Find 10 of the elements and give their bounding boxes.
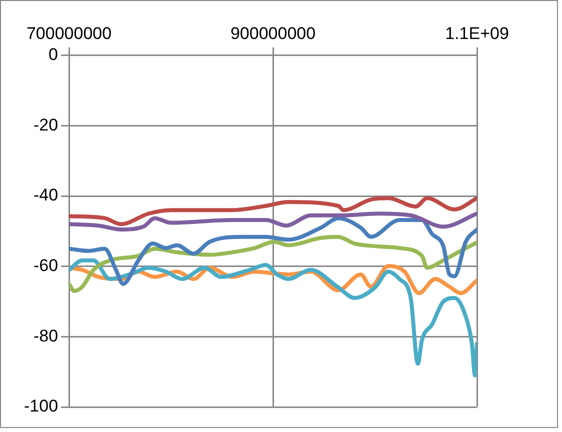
line-series [69,212,477,232]
y-tick-label: -80 [33,326,58,346]
y-tick-label: -100 [24,396,58,416]
x-tick-label: 700000000 [26,24,112,43]
y-tick-label: -20 [33,115,58,134]
x-tick-label: 900000000 [230,24,316,43]
y-tick-label: 0 [48,45,58,64]
x-tick-label: 1.1E+09 [445,24,509,43]
y-tick-label: -40 [33,186,58,205]
y-tick-label: -60 [33,256,58,276]
